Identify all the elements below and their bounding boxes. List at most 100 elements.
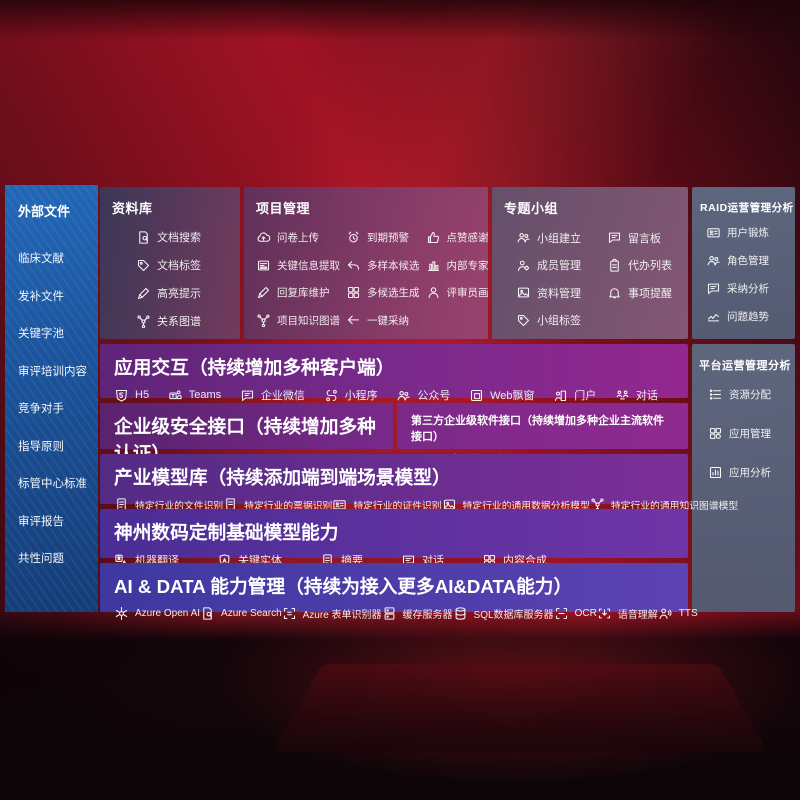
feature-label: 企业微信: [260, 390, 305, 402]
band-digital-china-base-models: 神州数码定制基础模型能力 机器翻译 关键实体 摘要 对话 内容合成: [100, 509, 688, 567]
feature-list: H5 Teams 企业微信 小程序 公众号 Web飘窗 门户 对话: [114, 387, 674, 403]
ocr-icon: [554, 606, 569, 621]
feature-label: 对话: [635, 390, 658, 402]
feature-label: 指导原则: [18, 440, 64, 453]
feature-item: 点赞感谢: [426, 227, 488, 249]
image-icon: [442, 497, 457, 512]
band-thirdparty-software-api: 第三方企业级软件接口（持续增加多种企业主流软件接口） API自动化设计器: [397, 403, 688, 466]
feature-item: 内部专家排名: [426, 255, 488, 277]
feature-label: 成员管理: [537, 260, 581, 273]
image-icon: [516, 285, 531, 300]
feature-label: Azure 表单识别器: [302, 610, 382, 621]
feature-item: 问题趋势: [706, 309, 795, 324]
feature-label: 文档搜索: [157, 232, 201, 244]
feature-label: 关系图谱: [157, 316, 201, 328]
feature-label: 标管中心标准: [18, 478, 87, 490]
chat-icon: [240, 388, 255, 403]
feature-label: 共性问题: [18, 553, 64, 565]
feature-item: 标管中心标准: [18, 475, 92, 491]
feature-item: 企业微信: [240, 387, 305, 403]
panel-data-repository: 资料库 文档搜索文档标签高亮提示关系图谱文档分类: [100, 187, 240, 339]
feature-item: 一键采纳: [346, 310, 420, 332]
panel-raid-analysis: RAID运营管理分析 用户锻炼 角色管理 采纳分析 问题趋势: [692, 187, 795, 339]
dialog-icon: [615, 388, 630, 403]
portal-icon: [553, 388, 568, 403]
feature-list: 问卷上传 关键信息提取 回复库维护 项目知识图谱 到期预警 多样本候选 多候选生成 一键采纳 点…: [244, 221, 488, 339]
feature-item: 评审员画像: [426, 282, 488, 304]
feature-list: 文档搜索文档标签高亮提示关系图谱文档分类: [100, 221, 240, 339]
feature-item: 竞争对手: [18, 400, 92, 416]
panel-title: 平台运营管理分析: [699, 360, 791, 372]
idcard-icon: [332, 497, 347, 512]
feature-label: TTS: [678, 608, 698, 619]
mic-down-icon: [597, 606, 612, 621]
feature-label: 发补文件: [18, 290, 64, 303]
alarm-icon: [346, 230, 361, 245]
feature-label: 关键信息提取: [277, 259, 340, 272]
band-industry-model-library: 产业模型库（持续添加端到端场景模型） 特定行业的文件识别 特定行业的票据识别 特定行…: [100, 454, 738, 512]
feature-label: 关键字池: [18, 328, 64, 340]
feature-label: Teams: [188, 389, 222, 401]
feature-label: 竞争对手: [18, 403, 64, 415]
feature-label: Web飘窗: [490, 390, 535, 402]
feature-item: TTS: [658, 606, 698, 621]
feature-label: 代办列表: [628, 260, 672, 273]
panel-title: 资料库: [112, 201, 153, 216]
chart-line-icon: [706, 309, 721, 324]
feature-label: 应用分析: [729, 467, 771, 479]
feature-item: 文档标签: [136, 257, 240, 273]
feature-label: 小组建立: [537, 232, 581, 245]
network-icon: [256, 313, 271, 328]
feature-list: 资源分配应用管理应用分析: [692, 377, 795, 480]
panel-project-management: 项目管理 问卷上传 关键信息提取 回复库维护 项目知识图谱 到期预警 多样本候选 多候选生成…: [244, 187, 488, 339]
feature-item: 资源分配: [708, 387, 795, 402]
feature-item: 资料管理: [516, 282, 581, 304]
grid-icon: [346, 285, 361, 300]
feature-item: 到期预警: [346, 227, 420, 249]
band-title: 产业模型库（持续添加端到端场景模型）: [114, 467, 451, 488]
sidebar-external-files: 外部文件 临床文献 发补文件 关键字池 审评培训内容 竞争对手 指导原则 标管中心标准 审评报…: [5, 185, 98, 612]
feature-label: 特定行业的通用数据分析模型: [462, 500, 590, 512]
feature-item: 高亮提示: [136, 285, 240, 301]
feature-item: 成员管理: [516, 255, 581, 277]
feature-item: 临床文献: [18, 250, 92, 266]
feature-label: 文档标签: [157, 260, 201, 272]
feature-label: 特定行业的证件识别: [353, 500, 442, 512]
feature-item: Teams: [168, 388, 221, 403]
feature-label: 采纳分析: [727, 283, 769, 295]
feature-label: 到期预警: [367, 232, 409, 245]
feature-item: 关键信息提取: [256, 255, 340, 277]
frame-doc-icon: [282, 606, 297, 621]
feature-label: 临床文献: [18, 253, 64, 265]
feature-label: 小组标签: [537, 315, 581, 328]
pen-icon: [256, 285, 271, 300]
feature-item: SQL数据库服务器: [453, 606, 554, 621]
feature-item: 用户锻炼: [706, 225, 795, 240]
tag-icon: [136, 258, 151, 273]
feature-item: 应用分析: [708, 465, 795, 480]
feature-label: 审评报告: [18, 515, 64, 528]
feature-label: 用户锻炼: [727, 227, 769, 239]
feature-item: OCR: [554, 606, 597, 621]
feature-label: Azure Search: [221, 608, 282, 619]
feature-item: 文档搜索: [136, 229, 240, 245]
tag-icon: [516, 313, 531, 328]
feature-item: 小组标签: [516, 310, 581, 332]
feature-item: 发补文件: [18, 288, 92, 304]
server-icon: [382, 606, 397, 621]
flower-icon: [114, 606, 129, 621]
panel-topic-groups: 专题小组 小组建立 成员管理 资料管理 小组标签 留言板 代办列表 事项提醒: [492, 187, 688, 339]
panel-platform-analysis: 平台运营管理分析 资源分配应用管理应用分析: [692, 344, 795, 612]
feature-item: 角色管理: [706, 253, 795, 268]
band-enterprise-security-api: 企业级安全接口（持续增加多种认证） AD/AAD本地账号组织定义: [100, 403, 393, 488]
feature-item: Azure 表单识别器: [282, 606, 382, 621]
feature-item: 审评培训内容: [18, 363, 92, 379]
band-title: 第三方企业级软件接口（持续增加多种企业主流软件接口）: [411, 415, 664, 443]
person-icon: [426, 285, 441, 300]
band-title: 神州数码定制基础模型能力: [114, 522, 339, 543]
feature-label: 资源分配: [729, 389, 771, 401]
chat-icon: [706, 281, 721, 296]
feature-item: 小程序: [324, 387, 378, 403]
feature-item: 应用管理: [708, 426, 795, 441]
feature-label: OCR: [574, 608, 597, 619]
